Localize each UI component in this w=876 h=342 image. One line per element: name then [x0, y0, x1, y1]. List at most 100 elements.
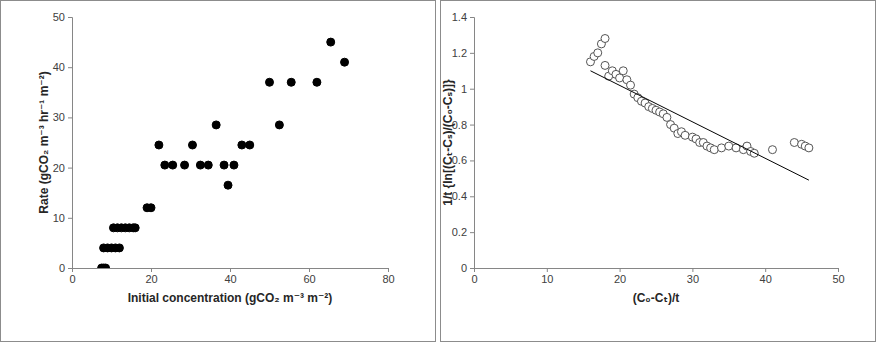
- scatter-point: [196, 161, 204, 169]
- panel-frame: [441, 1, 876, 342]
- x-tick-label: 50: [832, 273, 844, 285]
- x-axis-line: [73, 269, 389, 273]
- y-tick: 0.2: [452, 226, 474, 238]
- y-tick-mark: [68, 17, 72, 18]
- y-tick-label: 40: [53, 61, 65, 73]
- x-tick: 80: [382, 268, 394, 285]
- plot-area: [98, 38, 349, 268]
- scatter-point: [220, 161, 228, 169]
- x-tick: 0: [471, 268, 477, 285]
- x-tick-label: 40: [760, 273, 772, 285]
- x-tick-label: 0: [69, 273, 75, 285]
- x-tick-label: 20: [614, 273, 626, 285]
- y-axis-title: Rate (gCO₂ m⁻³ hr⁻¹ m⁻²): [37, 71, 51, 213]
- y-tick: 1.2: [452, 47, 474, 59]
- scatter-point: [147, 204, 155, 212]
- trend-line: [590, 71, 808, 180]
- scatter-point: [181, 161, 189, 169]
- plot-area: [586, 35, 812, 181]
- scatter-point: [805, 144, 813, 152]
- y-tick: 0: [461, 262, 474, 274]
- x-tick-mark: [838, 268, 839, 272]
- x-tick-mark: [309, 268, 310, 272]
- x-tick-label: 40: [224, 273, 236, 285]
- scatter-point: [266, 78, 274, 86]
- chart-canvas: 02040608001020304050Initial concentratio…: [0, 0, 876, 342]
- y-tick-mark: [470, 232, 474, 233]
- scatter-point: [619, 67, 627, 75]
- scatter-point: [790, 139, 798, 147]
- x-tick-mark: [230, 268, 231, 272]
- x-tick-mark: [151, 268, 152, 272]
- scatter-point: [594, 49, 602, 57]
- scatter-point: [710, 146, 718, 154]
- y-tick-mark: [470, 125, 474, 126]
- scatter-point: [287, 78, 295, 86]
- y-tick-label: 0: [59, 262, 65, 274]
- x-tick-mark: [547, 268, 548, 272]
- scatter-point: [169, 161, 177, 169]
- scatter-point: [725, 142, 733, 150]
- scatter-point: [601, 35, 609, 43]
- y-axis-title: 1/t {ln[(Cₜ-Cₛ)/(C₀-Cₛ)]}: [441, 79, 455, 206]
- y-tick-mark: [470, 89, 474, 90]
- scatter-point: [718, 144, 726, 152]
- x-tick: 0: [69, 268, 75, 285]
- scatter-point: [161, 161, 169, 169]
- y-tick: 40: [53, 61, 72, 73]
- x-tick: 50: [832, 268, 844, 285]
- scatter-point: [224, 181, 232, 189]
- scatter-point: [275, 121, 283, 129]
- scatter-point: [327, 38, 335, 46]
- x-tick-mark: [388, 268, 389, 272]
- scatter-point: [230, 161, 238, 169]
- x-tick: 60: [303, 268, 315, 285]
- x-axis-line: [475, 269, 839, 273]
- x-axis: 0 20 40 60 80: [69, 268, 394, 285]
- y-tick-mark: [68, 117, 72, 118]
- scatter-point: [115, 244, 123, 252]
- x-tick-label: 30: [687, 273, 699, 285]
- y-tick-mark: [68, 268, 72, 269]
- x-tick-label: 80: [382, 273, 394, 285]
- y-tick-mark: [470, 160, 474, 161]
- x-axis: 0 10 20 30 40 50: [471, 268, 844, 285]
- panel-frame: [1, 1, 436, 342]
- x-tick: 30: [687, 268, 699, 285]
- scatter-point: [155, 141, 163, 149]
- x-tick-mark: [620, 268, 621, 272]
- scatter-point: [341, 58, 349, 66]
- y-axis: 0 10 20 30 40 50: [53, 11, 73, 274]
- y-axis-line: [68, 18, 73, 269]
- x-tick: 10: [541, 268, 553, 285]
- x-axis-title: (C₀-Cₜ)/t: [633, 291, 680, 305]
- y-axis-line: [470, 18, 475, 269]
- y-tick-label: 0: [461, 262, 467, 274]
- x-tick: 40: [224, 268, 236, 285]
- y-tick-mark: [68, 168, 72, 169]
- scatter-point: [188, 141, 196, 149]
- x-tick-label: 60: [303, 273, 315, 285]
- y-tick: 30: [53, 111, 72, 123]
- x-tick: 20: [145, 268, 157, 285]
- y-tick-label: 30: [53, 111, 65, 123]
- y-tick: 10: [53, 212, 72, 224]
- scatter-point: [238, 141, 246, 149]
- scatter-point: [131, 224, 139, 232]
- y-tick: 1.4: [452, 11, 474, 23]
- y-tick: 50: [53, 11, 72, 23]
- scatter-point: [204, 161, 212, 169]
- scatter-point: [313, 78, 321, 86]
- scatter-point: [246, 141, 254, 149]
- y-tick-label: 1.2: [452, 47, 467, 59]
- x-tick-label: 20: [145, 273, 157, 285]
- x-tick: 40: [760, 268, 772, 285]
- y-tick-label: 0.2: [452, 226, 467, 238]
- y-tick: 20: [53, 162, 72, 174]
- scatter-point: [681, 131, 689, 139]
- scatter-point: [601, 61, 609, 69]
- y-tick-mark: [68, 67, 72, 68]
- y-tick-label: 20: [53, 162, 65, 174]
- y-tick-label: 50: [53, 11, 65, 23]
- x-tick: 20: [614, 268, 626, 285]
